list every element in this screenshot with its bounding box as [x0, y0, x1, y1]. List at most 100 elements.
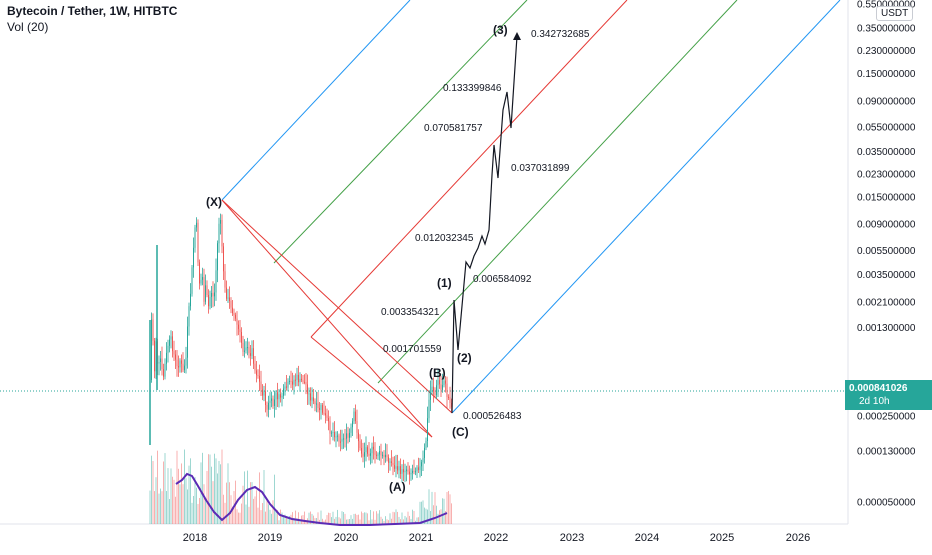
volume-bar — [326, 515, 328, 524]
price-tick-label: 0.000250000 — [857, 411, 916, 422]
volume-indicator-label[interactable]: Vol (20) — [7, 20, 49, 34]
volume-bar — [323, 520, 325, 524]
time-tick-label: 2018 — [183, 532, 207, 544]
volume-bar — [211, 466, 212, 524]
candle-body — [277, 392, 278, 400]
volume-bar — [424, 507, 425, 524]
volume-bar — [251, 482, 253, 524]
fork-green-lower — [377, 0, 738, 384]
candle-body — [152, 319, 154, 341]
volume-bar — [404, 515, 406, 524]
price-tick-label: 0.035000000 — [857, 147, 916, 158]
candle-body — [344, 438, 346, 440]
candle-body — [299, 378, 301, 383]
candle-body — [317, 403, 319, 408]
volume-bar — [362, 513, 364, 524]
candle-body — [398, 466, 400, 471]
candle-body — [224, 271, 226, 288]
volume-bar — [376, 511, 377, 524]
candle-body — [373, 446, 374, 450]
volume-bar — [412, 509, 413, 524]
candle-body — [287, 381, 289, 388]
candle-body — [340, 441, 341, 443]
candle-body — [361, 447, 362, 454]
time-tick-label: 2021 — [409, 532, 433, 544]
projection-level-labels: 0.000526483 0.001701559 0.003354321 0.00… — [381, 29, 590, 422]
candle-body — [257, 375, 259, 377]
volume-bar — [193, 495, 194, 524]
candle-body — [281, 395, 283, 398]
level-label: 0.133399846 — [443, 83, 502, 94]
volume-bar — [226, 482, 227, 524]
volume-bar — [221, 449, 223, 524]
volume-bar — [179, 484, 181, 524]
volume-bar — [274, 474, 275, 524]
candle-body — [242, 342, 244, 352]
level-label: 0.342732685 — [531, 29, 590, 40]
volume-bar — [266, 500, 268, 524]
candle-body — [400, 466, 401, 474]
wave-label-1: (1) — [437, 276, 452, 290]
volume-bar — [278, 520, 280, 524]
candle-body — [263, 391, 265, 396]
volume-bar — [205, 500, 206, 524]
candle-body — [178, 366, 179, 368]
candle-body — [320, 405, 322, 411]
candle-body — [349, 432, 350, 438]
candle-body — [293, 379, 295, 385]
volume-bar — [286, 516, 287, 524]
candle-body — [338, 435, 340, 442]
candle-body — [322, 405, 323, 413]
candle-body — [343, 438, 344, 440]
candle-body — [401, 469, 403, 474]
volume-bar — [164, 453, 166, 524]
candle-body — [394, 465, 395, 469]
candle-body — [199, 262, 200, 284]
candle-body — [202, 277, 203, 280]
candle-body — [247, 347, 248, 349]
volume-bar — [236, 509, 238, 524]
volume-bar — [238, 512, 239, 524]
volume-bar — [302, 515, 304, 524]
volume-bar — [151, 455, 152, 524]
volume-bar — [167, 468, 169, 524]
candle-body — [289, 380, 290, 382]
price-tick-label: 0.005500000 — [857, 246, 916, 257]
volume-bar — [158, 493, 160, 524]
candle-body — [191, 267, 193, 294]
volume-bar — [163, 461, 164, 524]
currency-badge[interactable]: USDT — [876, 6, 914, 21]
candle-body — [265, 391, 266, 406]
volume-bar — [259, 472, 260, 524]
time-tick-label: 2023 — [560, 532, 584, 544]
candle-body — [379, 450, 380, 455]
volume-bar — [401, 512, 403, 524]
price-tick-label: 0.003500000 — [857, 270, 916, 281]
volume-bar — [281, 512, 283, 524]
candle-body — [155, 341, 157, 372]
candle-body — [229, 297, 230, 301]
projection-path — [451, 35, 518, 414]
candle-body — [410, 472, 412, 475]
candle-body — [227, 297, 229, 299]
candle-body — [185, 357, 187, 366]
candle-body — [214, 292, 215, 297]
volume-bar — [275, 509, 277, 524]
price-tick-label: 0.350000000 — [857, 24, 916, 35]
volume-bar — [224, 502, 226, 524]
candle-body — [169, 339, 170, 346]
volume-bar — [394, 512, 395, 524]
pitchfork[interactable] — [221, 0, 841, 438]
volume-bar — [350, 515, 352, 524]
volume-bar — [170, 468, 172, 524]
candle-body — [290, 380, 292, 382]
price-tick-label: 0.150000000 — [857, 69, 916, 80]
candle-body — [232, 307, 233, 314]
volume-bar — [191, 502, 193, 524]
candle-body — [409, 471, 410, 475]
volume-bar — [208, 454, 209, 524]
volume-bar — [353, 513, 355, 524]
volume-bar — [403, 519, 404, 524]
